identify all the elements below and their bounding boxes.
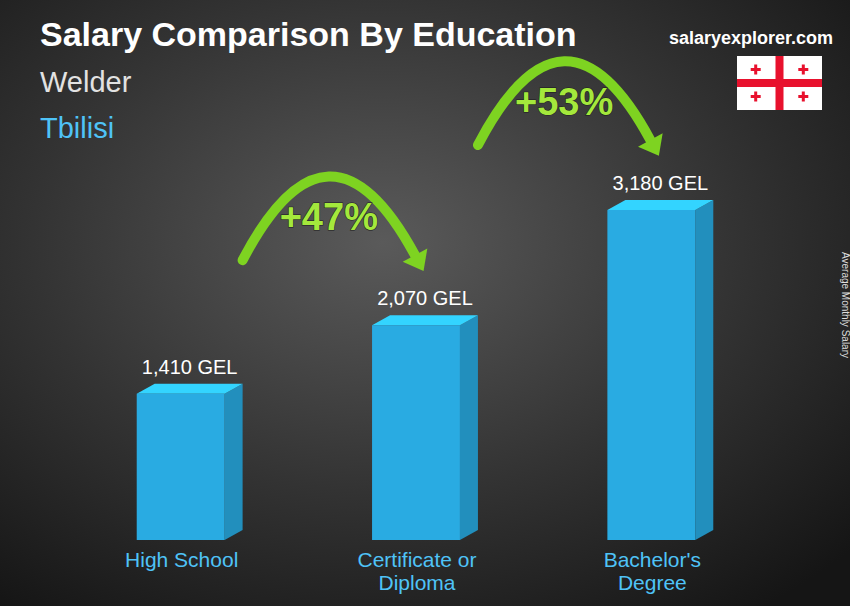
x-tick-label: Certificate orDiploma [357, 548, 476, 594]
x-tick-label: High School [125, 548, 238, 571]
bar-top [372, 315, 478, 325]
x-tick-label-line: Bachelor's [604, 548, 701, 571]
bar-top [607, 200, 713, 210]
growth-label: +53% [515, 81, 613, 123]
arrow-head [403, 249, 428, 271]
growth-label: +47% [280, 196, 378, 238]
growth-arrow [243, 176, 428, 271]
flag-field [737, 56, 822, 110]
flag-cross [737, 79, 822, 87]
bar [372, 325, 460, 540]
subtitle: Welder [40, 66, 132, 98]
x-tick-label-line: Degree [618, 571, 687, 594]
bar-side [225, 384, 243, 540]
flag-small-cross [754, 92, 757, 102]
bar-side [695, 200, 713, 540]
flag-small-cross [802, 65, 805, 75]
flag [737, 56, 822, 110]
flag-small-cross [802, 92, 805, 102]
chart: Salary Comparison By Education Welder Tbil… [0, 0, 850, 606]
bars [137, 200, 714, 540]
background [0, 0, 850, 606]
flag-small-cross [754, 65, 757, 75]
bar [137, 394, 225, 540]
growth-arrow [478, 61, 663, 156]
title: Salary Comparison By Education [40, 15, 577, 53]
arrow-arc [243, 176, 415, 260]
bar-3d [372, 315, 478, 540]
bar-3d [137, 384, 243, 540]
x-tick-label: Bachelor'sDegree [604, 548, 701, 594]
bar [607, 210, 695, 540]
bar-3d [607, 200, 713, 540]
data-label: 2,070 GEL [377, 287, 473, 309]
y-axis-title: Average Monthly Salary [840, 252, 850, 358]
data-label: 1,410 GEL [142, 356, 238, 378]
x-tick-label-line: Diploma [378, 571, 455, 594]
x-tick-label-line: High School [125, 548, 238, 571]
location: Tbilisi [40, 112, 114, 144]
arrow-arc [478, 61, 650, 145]
x-tick-label-line: Certificate or [357, 548, 476, 571]
bar-side [460, 315, 478, 540]
bar-top [137, 384, 243, 394]
x-tick: High School [125, 548, 238, 571]
data-label: 3,180 GEL [613, 172, 709, 194]
x-tick: Bachelor'sDegree [604, 548, 701, 594]
x-axis: High School Certificate orDiploma Bachelor… [125, 548, 701, 594]
arrow-head [638, 133, 663, 155]
x-tick: Certificate orDiploma [357, 548, 476, 594]
source: salaryexplorer.com [669, 28, 833, 48]
